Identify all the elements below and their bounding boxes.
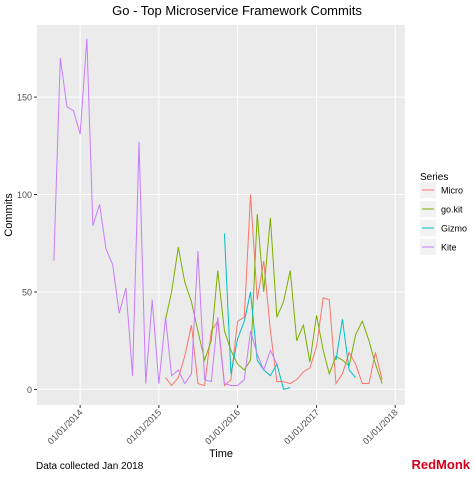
- x-tick-label: 01/01/2015: [124, 407, 163, 446]
- lines: [53, 38, 383, 391]
- x-tick-label: 01/01/2016: [203, 407, 242, 446]
- panel: [37, 25, 405, 405]
- x-tick-label: 01/01/2014: [46, 407, 85, 446]
- legend-label: Kite: [441, 243, 457, 253]
- chart-title: Go - Top Microservice Framework Commits: [112, 3, 362, 18]
- caption: Data collected Jan 2018: [36, 461, 144, 472]
- grid: [37, 25, 405, 405]
- y-tick-label: 50: [22, 287, 32, 297]
- series-line: [223, 233, 356, 391]
- legend-label: go.kit: [441, 205, 463, 215]
- legend-title: Series: [420, 172, 448, 183]
- y-tick-label: 0: [27, 385, 32, 395]
- series-line: [53, 38, 278, 387]
- legend-label: Gizmo: [441, 224, 467, 234]
- x-axis-title: Time: [209, 448, 233, 460]
- y-tick-label: 100: [17, 190, 32, 200]
- y-tick-label: 150: [17, 93, 32, 103]
- x-tick-label: 01/01/2017: [282, 407, 321, 446]
- y-axis-title: Commits: [3, 193, 15, 237]
- legend: Micro go.kit Gizmo Kite: [420, 182, 467, 255]
- series-line: [165, 213, 383, 384]
- legend-label: Micro: [441, 186, 463, 196]
- logo: RedMonk: [412, 457, 471, 472]
- x-tick-label: 01/01/2018: [361, 407, 400, 446]
